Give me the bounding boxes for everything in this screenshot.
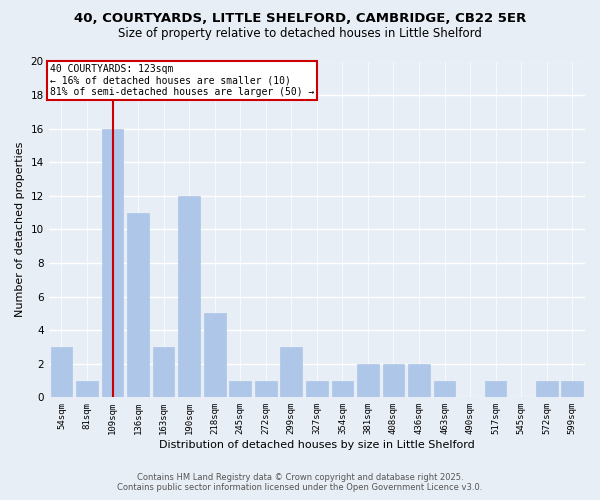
Text: Contains HM Land Registry data © Crown copyright and database right 2025.
Contai: Contains HM Land Registry data © Crown c…	[118, 473, 482, 492]
Bar	[76, 380, 98, 398]
Text: 40 COURTYARDS: 123sqm
← 16% of detached houses are smaller (10)
81% of semi-deta: 40 COURTYARDS: 123sqm ← 16% of detached …	[50, 64, 314, 97]
Bar	[357, 364, 379, 398]
Bar	[153, 347, 175, 398]
Bar	[178, 196, 200, 398]
Bar	[50, 347, 72, 398]
Text: 40, COURTYARDS, LITTLE SHELFORD, CAMBRIDGE, CB22 5ER: 40, COURTYARDS, LITTLE SHELFORD, CAMBRID…	[74, 12, 526, 26]
Bar	[485, 380, 506, 398]
Bar	[434, 380, 455, 398]
Bar	[383, 364, 404, 398]
Bar	[280, 347, 302, 398]
X-axis label: Distribution of detached houses by size in Little Shelford: Distribution of detached houses by size …	[159, 440, 475, 450]
Bar	[408, 364, 430, 398]
Bar	[101, 128, 124, 398]
Bar	[229, 380, 251, 398]
Y-axis label: Number of detached properties: Number of detached properties	[15, 142, 25, 317]
Bar	[306, 380, 328, 398]
Text: Size of property relative to detached houses in Little Shelford: Size of property relative to detached ho…	[118, 28, 482, 40]
Bar	[255, 380, 277, 398]
Bar	[332, 380, 353, 398]
Bar	[562, 380, 583, 398]
Bar	[204, 314, 226, 398]
Bar	[536, 380, 557, 398]
Bar	[127, 212, 149, 398]
